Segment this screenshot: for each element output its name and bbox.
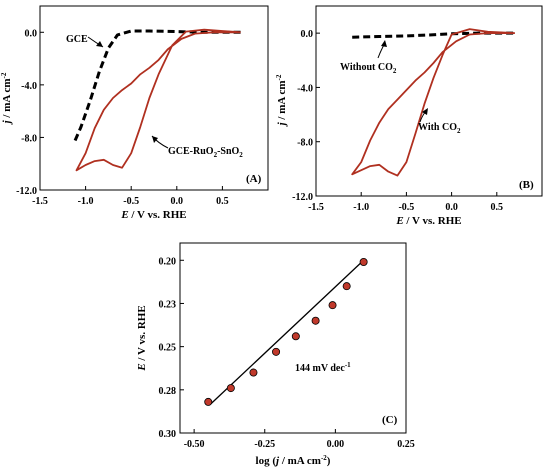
- panel-b-ytick-label: -4.0: [297, 83, 313, 94]
- panel-c-data-point: [359, 257, 368, 266]
- panel-c-ytick-label: 0.28: [159, 386, 177, 397]
- panel-b-xtick-label: -1.5: [308, 202, 324, 213]
- panel-b-without-arrowhead: [381, 40, 387, 47]
- panel-b-with-arrowhead: [422, 108, 428, 115]
- panel-b-ylabel: j / mA cm-2: [275, 74, 288, 127]
- panel-c-ytick-label: 0.20: [159, 256, 177, 267]
- panel-a-xtick-label: -0.5: [123, 196, 139, 207]
- panel-a-series-dashed-line: [73, 29, 241, 142]
- panel-b-frame: [315, 5, 543, 197]
- panel-b: -1.5 -1.0 -0.5 0.0 0.5 0.0-4.0-8.0-12.0 (B) …: [275, 5, 543, 227]
- panel-c-xtick-label: 0.00: [327, 439, 345, 450]
- panel-a-xlabel: E / V vs. RHE: [120, 209, 186, 221]
- panel-c: -0.50 -0.25 0.00 0.25 0.200.230.250.280.30 …: [136, 242, 415, 467]
- panel-b-xtick-label: 0.5: [491, 202, 504, 213]
- panel-b-xtick-label: 0.0: [445, 202, 458, 213]
- panel-a-xtick-label: 0.5: [216, 196, 229, 207]
- panel-a-xtick-label: -1.0: [78, 196, 94, 207]
- panel-a-label: (A): [246, 173, 262, 185]
- panel-a-xtick-label: 0.0: [171, 196, 184, 207]
- panel-c-label: (C): [382, 414, 398, 426]
- panel-b-xtick-label: -0.5: [398, 202, 414, 213]
- panel-c-xlabel: log (j / mA cm-2): [256, 454, 331, 467]
- panel-b-label: (B): [519, 179, 534, 191]
- panel-a-ytick-label: 0.0: [25, 28, 38, 39]
- panel-c-data-point: [249, 368, 258, 377]
- panel-c-ylabel: E / V vs. RHE: [136, 305, 148, 371]
- panel-c-xtick-label: 0.25: [397, 439, 415, 450]
- panel-c-ytick-label: 0.30: [159, 429, 177, 440]
- panel-c-ytick-label: 0.25: [159, 343, 177, 354]
- panel-c-slope-label: 144 mV dec-1: [295, 361, 351, 374]
- panel-c-data-point: [291, 332, 300, 341]
- panel-c-data-point: [342, 282, 351, 291]
- panel-b-ytick-label: 0.0: [301, 29, 314, 40]
- panel-c-fit-line: [210, 259, 365, 405]
- panel-c-frame: [179, 242, 407, 434]
- panel-a-ylabel: j / mA cm-2: [0, 72, 13, 125]
- panel-a-xtick-label: -1.5: [32, 196, 48, 207]
- panel-a-ytick-label: -4.0: [21, 81, 37, 92]
- panel-b-without-label: Without CO2: [340, 62, 397, 75]
- panel-b-series-solid-line: [351, 28, 515, 177]
- panel-a-series-solid-line: [75, 28, 241, 172]
- panel-c-ytick-label: 0.23: [159, 299, 177, 310]
- panel-b-xtick-label: -1.0: [353, 202, 369, 213]
- panel-b-ytick-label: -8.0: [297, 138, 313, 149]
- panel-a-ytick-label: -12.0: [16, 186, 37, 197]
- panel-a: -1.5 -1.0 -0.5 0.0 0.5 0.0-4.0-8.0-12.0 (A) …: [0, 5, 269, 221]
- panel-a-gce-arrowhead: [96, 41, 103, 47]
- panel-b-xlabel: E / V vs. RHE: [395, 215, 461, 227]
- panel-a-modified-arrowhead: [152, 136, 158, 143]
- panel-b-with-label: With CO2: [418, 122, 461, 135]
- panel-c-data-point: [328, 301, 337, 310]
- panel-c-data-point: [311, 316, 320, 325]
- panel-c-data-point: [226, 384, 235, 393]
- panel-a-frame: [39, 5, 269, 191]
- panel-c-xtick-label: -0.25: [254, 439, 275, 450]
- panel-a-ytick-label: -8.0: [21, 133, 37, 144]
- panel-c-data-point: [272, 347, 281, 356]
- panel-a-gce-label: GCE: [66, 34, 88, 45]
- panel-c-xtick-label: -0.50: [184, 439, 205, 450]
- panel-a-modified-label: GCE-RuO2-SnO2: [168, 146, 243, 159]
- panel-c-data-point: [204, 397, 213, 406]
- panel-b-ytick-label: -12.0: [292, 192, 313, 203]
